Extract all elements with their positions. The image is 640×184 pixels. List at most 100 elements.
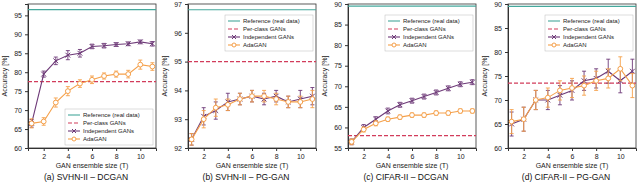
legend-label: Per-class GANs xyxy=(243,26,286,32)
error-bar-cap xyxy=(310,107,314,108)
error-bar-cap xyxy=(298,90,302,91)
tick: 2 xyxy=(522,148,526,160)
tick-mark xyxy=(300,148,301,151)
tick-label: 2 xyxy=(42,153,46,160)
tick-label: 65 xyxy=(494,121,502,128)
tick-mark xyxy=(140,148,141,151)
marker xyxy=(298,100,303,105)
error-bar-cap xyxy=(274,93,278,94)
tick: 65 xyxy=(14,126,28,133)
error-bar xyxy=(558,81,562,100)
tick: 6 xyxy=(251,148,255,160)
marker xyxy=(262,94,267,99)
tick: 80 xyxy=(494,49,508,56)
series-line xyxy=(512,71,633,124)
error-bar-cap xyxy=(510,133,514,134)
legend-label: Per-class GANs xyxy=(563,26,606,32)
legend-entry: Independent GANs xyxy=(68,128,134,134)
tick: 6 xyxy=(571,148,575,160)
error-bar-cap xyxy=(42,71,46,72)
tick-label: 95 xyxy=(174,58,182,65)
tick-mark xyxy=(460,148,461,151)
tick-mark xyxy=(505,28,508,29)
legend-swatch xyxy=(68,114,80,115)
tick: 70 xyxy=(494,97,508,104)
marker xyxy=(594,78,599,83)
legend-entry: Independent GANs xyxy=(228,34,294,40)
error-bar-cap xyxy=(286,96,290,97)
legend-entry: Independent GANs xyxy=(548,34,614,40)
plot-frame xyxy=(28,4,156,148)
error-bar-cap xyxy=(66,59,70,60)
panel: 2468105560657075808590Reference (real da… xyxy=(321,1,477,182)
error-bar-cap xyxy=(570,100,574,101)
y-axis-title: Accuracy [%] xyxy=(481,56,489,97)
error-bar-cap xyxy=(422,99,426,100)
reference-line xyxy=(28,9,156,10)
error-bar-cap xyxy=(262,104,266,105)
error-bar-cap xyxy=(250,90,254,91)
error-bar-cap xyxy=(54,64,58,65)
error-bar-cap xyxy=(202,127,206,128)
error-bar-cap xyxy=(534,90,538,91)
marker xyxy=(238,97,243,102)
x-axis: 246810 xyxy=(349,148,477,160)
error-bar xyxy=(510,110,514,134)
tick-mark xyxy=(388,148,389,151)
legend-label: Reference (real data) xyxy=(563,18,620,24)
error-bar xyxy=(570,78,574,97)
tick: 6 xyxy=(411,148,415,160)
marker xyxy=(78,51,83,56)
tick: 80 xyxy=(334,42,348,49)
legend-entry: Reference (real data) xyxy=(388,18,460,24)
legend-box xyxy=(385,15,473,51)
tick: 94 xyxy=(174,87,188,94)
marker xyxy=(65,89,70,94)
error-bar xyxy=(126,70,130,78)
error-bar xyxy=(350,139,354,145)
error-bar-cap xyxy=(410,103,414,104)
marker xyxy=(201,117,206,122)
error-bar-cap xyxy=(214,116,218,117)
tick-mark xyxy=(345,148,348,149)
marker xyxy=(250,94,255,99)
error-bar-cap xyxy=(546,109,550,110)
legend-box xyxy=(65,109,153,145)
error-bar-cap xyxy=(570,78,574,79)
legend: Reference (real data) Per-class GANs Indep… xyxy=(545,15,633,51)
error-bar xyxy=(582,76,586,95)
tick: 10 xyxy=(297,148,305,160)
legend-swatch xyxy=(548,28,560,29)
marker xyxy=(434,90,439,95)
error-bar-cap xyxy=(190,133,194,134)
data-layer xyxy=(348,6,476,145)
error-bar xyxy=(606,69,610,88)
marker xyxy=(422,113,427,118)
error-bar xyxy=(386,117,390,121)
error-bar xyxy=(42,118,46,126)
tick: 4 xyxy=(66,148,70,160)
legend-entry: Per-class GANs xyxy=(228,26,286,32)
marker xyxy=(310,97,315,102)
tick: 75 xyxy=(14,88,28,95)
tick: 65 xyxy=(494,121,508,128)
error-bar xyxy=(138,40,142,44)
error-bar-cap xyxy=(150,70,154,71)
error-bar xyxy=(534,90,538,109)
panel: 2468106065707580859095Reference (real da… xyxy=(1,4,157,182)
tick: 4 xyxy=(546,148,550,160)
series-line xyxy=(352,111,473,142)
legend-swatch xyxy=(68,122,80,123)
marker xyxy=(29,121,34,126)
error-bar xyxy=(386,108,390,114)
legend-label: Per-class GANs xyxy=(403,26,446,32)
marker xyxy=(274,97,279,102)
error-bar xyxy=(470,80,474,85)
marker xyxy=(349,139,354,144)
error-bar-cap xyxy=(238,104,242,105)
error-bar xyxy=(226,99,230,111)
tick: 70 xyxy=(334,83,348,90)
error-bar xyxy=(250,90,254,102)
marker xyxy=(385,117,390,122)
error-bar-cap xyxy=(470,79,474,80)
